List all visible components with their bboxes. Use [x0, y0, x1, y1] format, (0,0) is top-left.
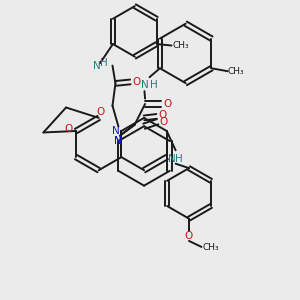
Text: CH₃: CH₃ [202, 243, 219, 252]
Text: N: N [93, 61, 100, 70]
Text: O: O [133, 77, 141, 87]
Text: N: N [112, 126, 120, 136]
Text: N: N [141, 80, 148, 90]
Text: O: O [158, 110, 166, 120]
Text: O: O [64, 124, 73, 134]
Text: O: O [164, 99, 172, 109]
Text: H: H [149, 80, 157, 90]
Text: N: N [168, 154, 176, 164]
Text: O: O [96, 107, 104, 117]
Text: O: O [160, 117, 168, 127]
Text: N: N [114, 136, 122, 146]
Text: CH₃: CH₃ [172, 41, 189, 50]
Text: O: O [185, 231, 193, 241]
Text: H: H [100, 58, 108, 68]
Text: N: N [114, 136, 122, 146]
Text: CH₃: CH₃ [228, 67, 244, 76]
Text: H: H [175, 154, 183, 164]
